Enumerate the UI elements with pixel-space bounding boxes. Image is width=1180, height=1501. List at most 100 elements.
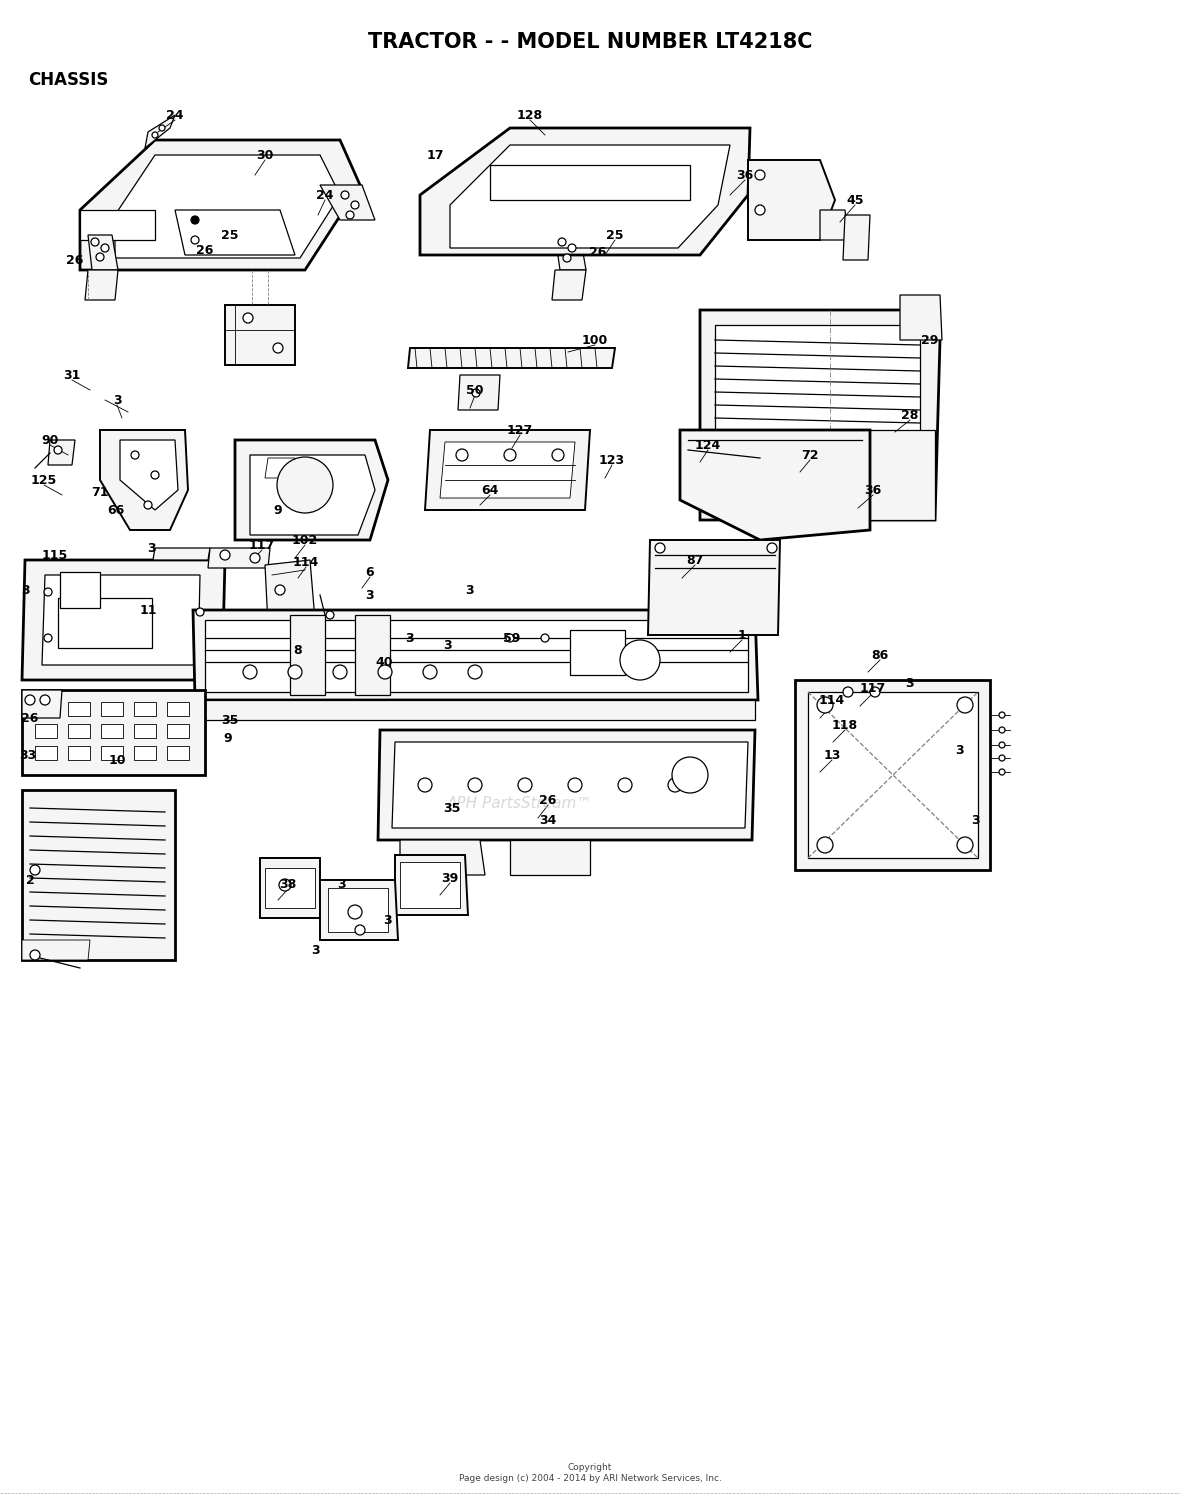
Text: 3: 3: [148, 542, 156, 554]
Circle shape: [151, 471, 159, 479]
Polygon shape: [48, 440, 76, 465]
Text: 59: 59: [504, 632, 520, 644]
Polygon shape: [648, 540, 780, 635]
Circle shape: [563, 254, 571, 263]
Circle shape: [341, 191, 349, 200]
Bar: [135, 702, 156, 716]
Polygon shape: [328, 889, 388, 932]
Circle shape: [999, 741, 1005, 747]
Polygon shape: [392, 741, 748, 829]
Polygon shape: [320, 880, 398, 940]
Circle shape: [346, 212, 354, 219]
Text: 45: 45: [846, 194, 864, 207]
Circle shape: [455, 449, 468, 461]
Text: 26: 26: [589, 246, 607, 258]
Bar: [35, 746, 57, 760]
Circle shape: [191, 236, 199, 245]
Polygon shape: [120, 440, 178, 510]
Text: 26: 26: [539, 794, 557, 806]
Bar: [570, 630, 625, 675]
Text: 1: 1: [738, 629, 747, 641]
Text: 36: 36: [865, 483, 881, 497]
Text: 30: 30: [256, 149, 274, 162]
Circle shape: [999, 755, 1005, 761]
Text: 3: 3: [337, 878, 346, 890]
Polygon shape: [22, 560, 225, 680]
Polygon shape: [355, 615, 391, 695]
Circle shape: [44, 633, 52, 642]
Text: 3: 3: [21, 584, 30, 596]
Text: 87: 87: [687, 554, 703, 566]
Circle shape: [817, 696, 833, 713]
Bar: [168, 746, 189, 760]
Circle shape: [668, 778, 682, 793]
Text: 127: 127: [507, 423, 533, 437]
Polygon shape: [510, 841, 590, 875]
Text: 36: 36: [736, 168, 754, 182]
Circle shape: [191, 216, 199, 224]
Polygon shape: [266, 868, 315, 908]
Circle shape: [30, 865, 40, 875]
Circle shape: [755, 206, 765, 215]
Circle shape: [568, 245, 576, 252]
Text: 128: 128: [517, 108, 543, 122]
Text: 3: 3: [906, 677, 914, 689]
Text: 3: 3: [406, 632, 414, 644]
Circle shape: [219, 549, 230, 560]
Text: 39: 39: [441, 872, 459, 884]
Circle shape: [152, 132, 158, 138]
Circle shape: [333, 665, 347, 678]
Circle shape: [30, 950, 40, 961]
Polygon shape: [680, 429, 870, 540]
Text: 13: 13: [824, 749, 840, 761]
Polygon shape: [225, 305, 295, 365]
Polygon shape: [114, 155, 340, 258]
Text: 102: 102: [291, 533, 319, 546]
Circle shape: [101, 245, 109, 252]
Polygon shape: [490, 165, 690, 200]
Text: 123: 123: [599, 453, 625, 467]
Polygon shape: [440, 441, 575, 498]
Bar: [68, 702, 90, 716]
Polygon shape: [378, 729, 755, 841]
Text: 115: 115: [41, 548, 68, 561]
Circle shape: [671, 757, 708, 793]
Circle shape: [957, 838, 973, 853]
Circle shape: [159, 125, 165, 131]
Circle shape: [568, 778, 582, 793]
Circle shape: [755, 170, 765, 180]
Text: 25: 25: [222, 228, 238, 242]
Circle shape: [957, 696, 973, 713]
Text: 29: 29: [922, 333, 938, 347]
Text: 2: 2: [26, 874, 34, 887]
Text: Copyright
Page design (c) 2004 - 2014 by ARI Network Services, Inc.: Copyright Page design (c) 2004 - 2014 by…: [459, 1463, 721, 1483]
Polygon shape: [843, 215, 870, 260]
Circle shape: [96, 254, 104, 261]
Polygon shape: [900, 296, 942, 341]
Text: 118: 118: [832, 719, 858, 731]
Polygon shape: [715, 326, 920, 510]
Circle shape: [767, 543, 776, 552]
Bar: [168, 702, 189, 716]
Text: 10: 10: [109, 754, 126, 767]
Text: 17: 17: [426, 149, 444, 162]
Text: 3: 3: [466, 584, 474, 596]
Bar: [68, 746, 90, 760]
Polygon shape: [400, 841, 485, 875]
Bar: [135, 723, 156, 738]
Text: 3: 3: [442, 638, 451, 651]
Bar: [168, 723, 189, 738]
Polygon shape: [80, 210, 155, 240]
Text: 28: 28: [902, 408, 919, 422]
Polygon shape: [555, 236, 586, 270]
Circle shape: [843, 687, 853, 696]
Circle shape: [288, 665, 302, 678]
Polygon shape: [85, 270, 118, 300]
Text: 6: 6: [366, 566, 374, 578]
Circle shape: [196, 608, 204, 615]
Polygon shape: [820, 210, 848, 240]
Text: 3: 3: [310, 944, 320, 956]
Circle shape: [275, 585, 286, 594]
Circle shape: [278, 880, 291, 892]
Polygon shape: [22, 690, 63, 717]
